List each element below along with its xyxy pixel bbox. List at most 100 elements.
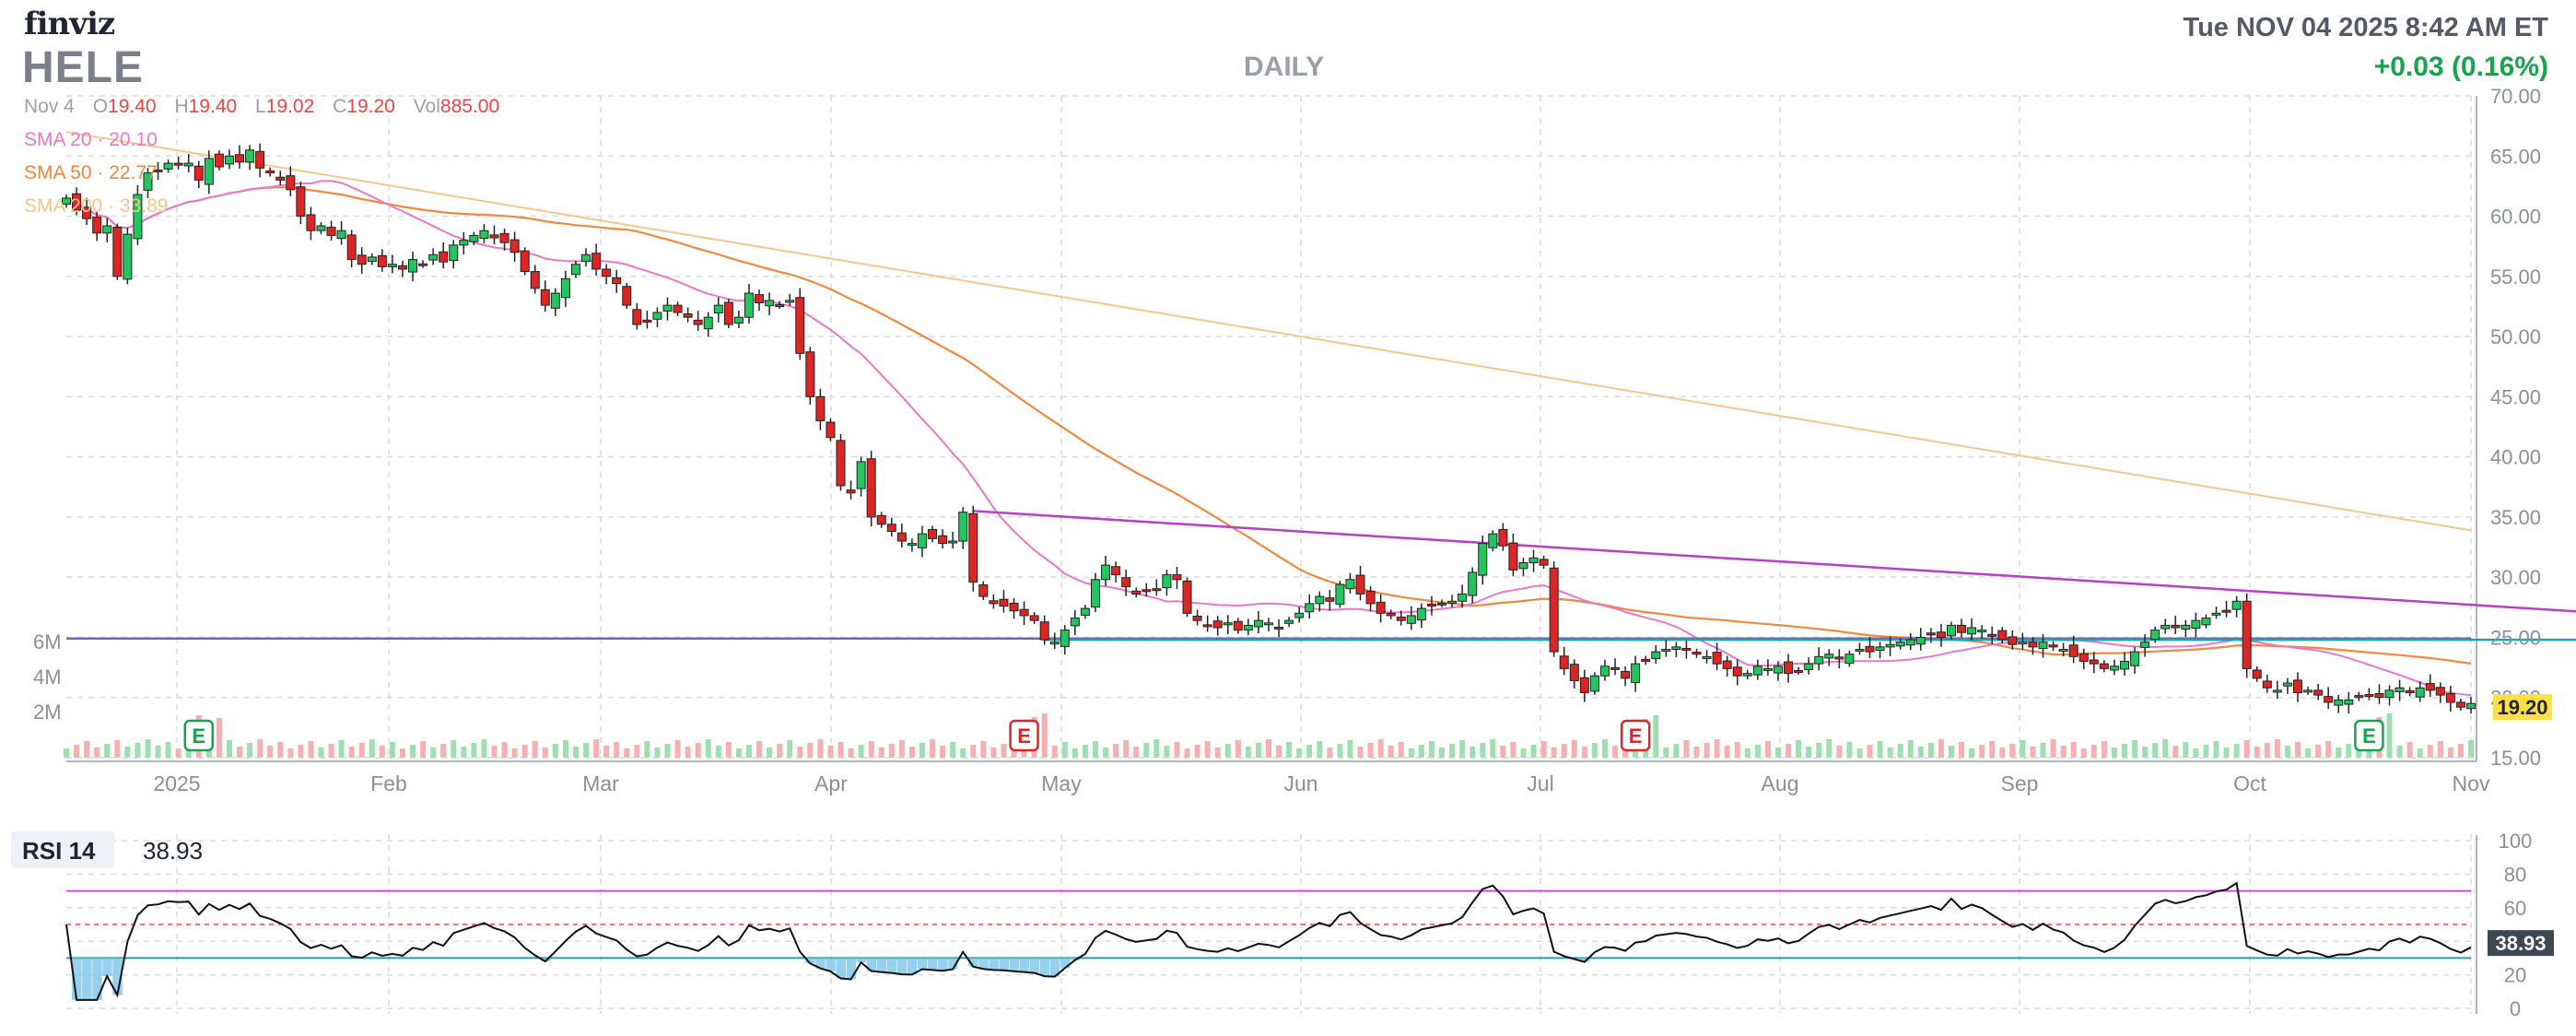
- rsi-line: [65, 881, 2472, 1001]
- volume-bar: [2183, 742, 2189, 758]
- candle-up: [1294, 612, 1305, 618]
- candle-up: [1080, 607, 1090, 616]
- candle-down: [1365, 590, 1376, 605]
- rsi-oversold-fill: [876, 958, 887, 972]
- volume-bar: [247, 743, 253, 758]
- volume-bar: [1184, 748, 1190, 758]
- candle-up: [1223, 622, 1233, 626]
- volume-bar: [1214, 748, 1221, 758]
- candle-up: [1447, 600, 1458, 604]
- candle-up: [1518, 562, 1528, 570]
- volume-bar: [399, 748, 405, 758]
- volume-bar: [1897, 744, 1903, 758]
- candle-down: [2455, 701, 2465, 708]
- volume-bars: [64, 713, 2474, 758]
- rsi-label-box[interactable]: [11, 831, 114, 868]
- month-tick-label: Mar: [582, 771, 619, 795]
- candle-down: [509, 239, 520, 253]
- candle-down: [1172, 574, 1182, 581]
- candle-up: [2038, 642, 2048, 649]
- volume-bar: [787, 740, 793, 758]
- volume-bar: [379, 746, 385, 758]
- volume-bar: [1164, 746, 1170, 758]
- volume-bar: [1999, 748, 2006, 758]
- month-tick-label: Nov: [2453, 771, 2490, 795]
- sma200-legend[interactable]: SMA 200 · 33.89: [24, 195, 169, 217]
- candle-up: [2303, 689, 2313, 693]
- volume-bar: [521, 745, 528, 758]
- high-value: 19.40: [188, 96, 238, 117]
- volume-bar: [1296, 748, 1303, 758]
- volume-bar: [552, 744, 558, 758]
- earnings-marker-label: E: [192, 724, 205, 748]
- chart-period[interactable]: DAILY: [1244, 52, 1325, 82]
- candle-up: [1468, 571, 1478, 596]
- candle-up: [245, 149, 255, 163]
- finviz-logo[interactable]: finviz: [24, 6, 115, 42]
- candle-up: [1528, 557, 1539, 564]
- volume-bar: [1306, 745, 1313, 758]
- volume-bar: [1786, 744, 1792, 758]
- sma200-label: SMA 200: [24, 195, 103, 217]
- candle-up: [917, 533, 927, 548]
- candle-down: [1019, 608, 1029, 617]
- volume-bar: [756, 741, 763, 758]
- volume-bar: [1245, 747, 1251, 758]
- volume-bar: [2132, 740, 2138, 758]
- candle-up: [123, 233, 133, 280]
- candle-down: [540, 288, 550, 306]
- price-tick-label: 30.00: [2490, 566, 2541, 589]
- volume-bar: [2264, 743, 2270, 758]
- volume-bar: [1133, 747, 1140, 758]
- volume-bar: [2417, 748, 2423, 758]
- candle-down: [846, 489, 856, 494]
- volume-bar: [2060, 746, 2067, 758]
- candle-down: [1039, 621, 1049, 641]
- earnings-marker: [1620, 719, 1651, 752]
- candle-up: [2334, 699, 2344, 706]
- candle-up: [560, 277, 570, 299]
- candle-up: [2130, 651, 2140, 666]
- earnings-marker: [2354, 719, 2384, 752]
- volume-bar: [2162, 739, 2169, 758]
- earnings-marker: [183, 719, 215, 752]
- volume-bar: [664, 744, 671, 758]
- volume-bar: [1846, 742, 1853, 758]
- candle-down: [2374, 693, 2384, 699]
- volume-bar: [155, 746, 161, 758]
- candle-up: [1284, 619, 1294, 624]
- volume-bar: [735, 748, 742, 758]
- candle-down: [1712, 652, 1722, 665]
- candle-up: [1946, 624, 1956, 637]
- volume-bar: [1744, 748, 1751, 758]
- volume-bar: [1540, 741, 1547, 758]
- candle-up: [1315, 595, 1325, 605]
- volume-bar: [1194, 745, 1200, 758]
- sma50-label: SMA 50: [24, 162, 92, 183]
- volume-bar: [2203, 745, 2209, 758]
- sma50-legend[interactable]: SMA 50 · 22.77: [24, 162, 158, 183]
- sma20-legend[interactable]: SMA 20 · 20.10: [24, 129, 158, 150]
- volume-bar: [868, 741, 874, 758]
- candle-down: [153, 169, 163, 172]
- close-value: 19.20: [346, 96, 395, 117]
- sma20-label: SMA 20: [24, 129, 92, 150]
- candle-up: [316, 225, 326, 231]
- rsi-tick-label: 100: [2499, 830, 2533, 853]
- candle-up: [143, 172, 153, 191]
- volume-bar: [960, 748, 966, 758]
- volume-bar: [1123, 740, 1130, 758]
- candle-down: [775, 304, 785, 308]
- candle-up: [449, 244, 459, 262]
- candle-down: [1569, 664, 1579, 681]
- volume-bar: [1500, 746, 1506, 758]
- sma200-value: 33.89: [119, 195, 169, 217]
- volume-bar: [471, 743, 477, 758]
- volume-bar: [1917, 747, 1924, 758]
- volume-bar: [1490, 739, 1496, 758]
- candle-up: [2191, 619, 2201, 630]
- candle-up: [1752, 665, 1762, 676]
- candle-down: [346, 234, 357, 261]
- rsi-value: 38.93: [143, 837, 204, 865]
